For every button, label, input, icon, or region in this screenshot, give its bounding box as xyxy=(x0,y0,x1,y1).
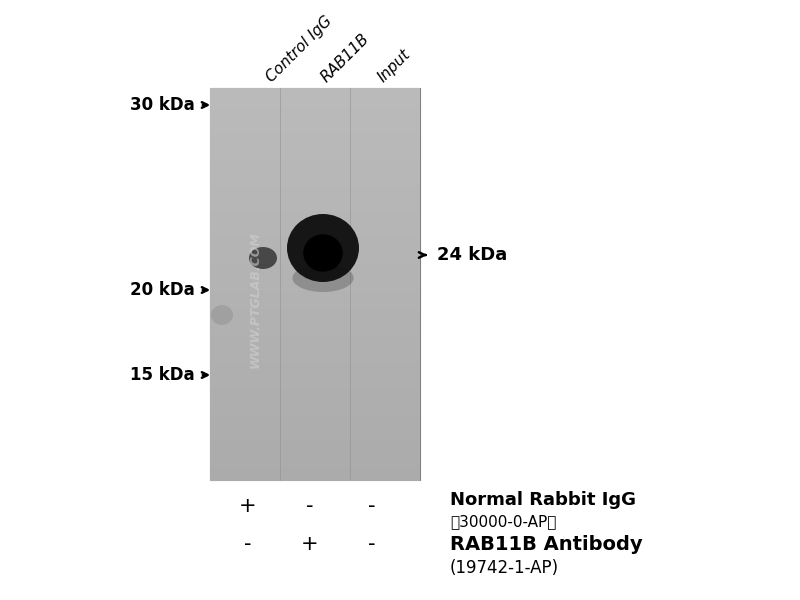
Bar xyxy=(210,160,420,167)
Text: +: + xyxy=(301,534,319,554)
Bar xyxy=(210,127,420,134)
Bar xyxy=(210,415,420,422)
Ellipse shape xyxy=(303,234,343,272)
Bar xyxy=(210,382,420,389)
Bar xyxy=(210,193,420,200)
Bar xyxy=(210,421,420,428)
Bar xyxy=(210,460,420,467)
Bar xyxy=(210,245,420,252)
Bar xyxy=(210,467,420,474)
Bar xyxy=(210,401,420,409)
Bar xyxy=(210,317,420,324)
Bar xyxy=(210,238,420,245)
Bar xyxy=(210,454,420,461)
Bar xyxy=(210,251,420,259)
Bar xyxy=(210,369,420,376)
Bar xyxy=(210,212,420,219)
Bar xyxy=(210,179,420,187)
Bar xyxy=(210,362,420,370)
Bar xyxy=(210,284,420,291)
Bar xyxy=(210,186,420,193)
Bar xyxy=(210,441,420,448)
Text: Control IgG: Control IgG xyxy=(263,13,334,85)
Text: WWW.PTGLAB.COM: WWW.PTGLAB.COM xyxy=(249,232,262,368)
Bar xyxy=(210,265,420,271)
Bar xyxy=(210,434,420,442)
Bar xyxy=(210,134,420,141)
Bar xyxy=(210,336,420,343)
Bar xyxy=(210,389,420,395)
Text: Input: Input xyxy=(375,47,414,85)
Text: (19742-1-AP): (19742-1-AP) xyxy=(450,559,559,577)
Bar xyxy=(210,323,420,330)
Text: +: + xyxy=(239,496,257,516)
Text: -: - xyxy=(368,496,376,516)
Ellipse shape xyxy=(249,247,277,269)
Bar xyxy=(210,290,420,298)
Bar xyxy=(210,395,420,402)
Bar xyxy=(210,206,420,212)
Text: Normal Rabbit IgG: Normal Rabbit IgG xyxy=(450,491,636,509)
Bar xyxy=(210,173,420,180)
Bar xyxy=(210,428,420,435)
Text: 24 kDa: 24 kDa xyxy=(437,246,507,264)
Bar xyxy=(210,448,420,454)
Bar xyxy=(210,258,420,265)
Bar xyxy=(210,271,420,278)
Bar xyxy=(210,225,420,232)
Text: -: - xyxy=(306,496,314,516)
Bar xyxy=(210,95,420,101)
Bar xyxy=(210,232,420,239)
Bar xyxy=(210,154,420,160)
Bar xyxy=(210,304,420,311)
Bar xyxy=(210,107,420,115)
Bar xyxy=(210,166,420,173)
Bar xyxy=(210,310,420,317)
Bar xyxy=(210,277,420,284)
Text: -: - xyxy=(244,534,252,554)
Text: RAB11B: RAB11B xyxy=(318,31,372,85)
Bar xyxy=(210,88,420,480)
Bar xyxy=(210,376,420,383)
Ellipse shape xyxy=(211,305,233,325)
Bar xyxy=(210,330,420,337)
Text: 30 kDa: 30 kDa xyxy=(130,96,195,114)
Text: RAB11B Antibody: RAB11B Antibody xyxy=(450,535,642,553)
Text: （30000-0-AP）: （30000-0-AP） xyxy=(450,514,556,529)
Bar xyxy=(210,147,420,154)
Bar xyxy=(210,343,420,350)
Bar xyxy=(210,101,420,108)
Bar xyxy=(210,140,420,147)
Bar xyxy=(210,297,420,304)
Bar xyxy=(210,356,420,363)
Bar xyxy=(210,114,420,121)
Bar xyxy=(210,88,420,95)
Bar xyxy=(210,218,420,226)
Bar xyxy=(210,408,420,415)
Text: 15 kDa: 15 kDa xyxy=(130,366,195,384)
Text: 20 kDa: 20 kDa xyxy=(130,281,195,299)
Bar xyxy=(210,473,420,481)
Bar xyxy=(210,349,420,356)
Ellipse shape xyxy=(287,214,359,282)
Bar xyxy=(210,121,420,128)
Ellipse shape xyxy=(293,264,354,292)
Bar xyxy=(210,199,420,206)
Text: -: - xyxy=(368,534,376,554)
